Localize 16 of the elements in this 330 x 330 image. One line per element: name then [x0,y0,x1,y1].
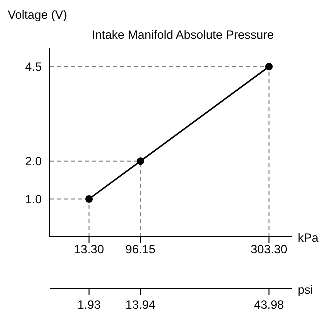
x2-tick-label: 1.93 [78,298,102,312]
x2-tick-label: 13.94 [126,298,156,312]
x-tick-label: 303.30 [250,242,288,257]
point [86,195,94,203]
x-tick-label: 96.15 [126,242,156,257]
y-tick-label: 4.5 [25,60,42,74]
y-axis-title: Voltage (V) [8,8,68,22]
x2-axis-title: psi [298,283,314,297]
x-axis-title: kPa [298,231,320,245]
x2-tick-label: 43.98 [254,298,285,312]
y-tick-label: 2.0 [25,154,42,169]
chart-title: Intake Manifold Absolute Pressure [92,28,274,42]
point [136,158,144,166]
point [265,63,273,71]
y-tick-label: 1.0 [25,192,42,206]
x-tick-label: 13.30 [74,242,105,257]
